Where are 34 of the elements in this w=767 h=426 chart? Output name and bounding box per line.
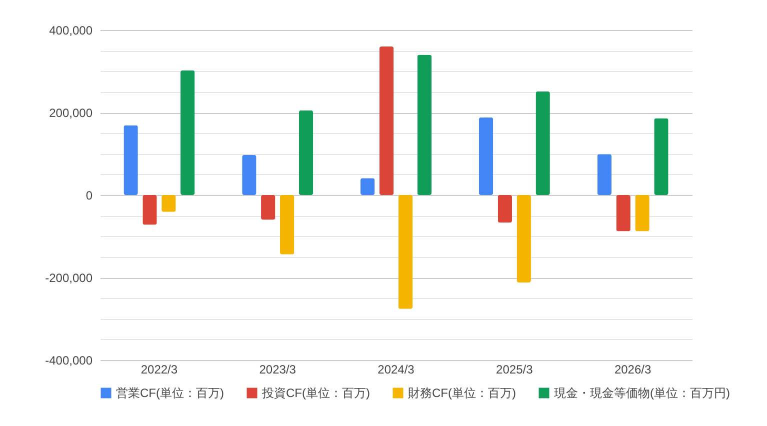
bar xyxy=(180,70,195,195)
bar xyxy=(261,195,276,220)
bar xyxy=(597,154,612,195)
bar xyxy=(242,154,256,195)
bar xyxy=(142,195,157,225)
y-tick-label: -400,000 xyxy=(45,354,93,368)
bar xyxy=(162,195,176,212)
x-tick-label: 2023/3 xyxy=(259,362,296,376)
legend-label: 財務CF(単位：百万) xyxy=(408,386,516,400)
legend-label: 現金・現金等価物(単位：百万円) xyxy=(554,386,730,400)
bar xyxy=(498,195,512,223)
bar xyxy=(417,54,432,195)
bar xyxy=(536,91,550,195)
y-tick-label: 0 xyxy=(86,188,93,202)
x-tick-label: 2025/3 xyxy=(496,362,534,376)
legend-label: 営業CF(単位：百万) xyxy=(116,386,224,400)
bar xyxy=(616,195,630,232)
legend-label: 投資CF(単位：百万) xyxy=(261,386,370,400)
y-tick-label: -200,000 xyxy=(45,271,93,285)
bar xyxy=(360,178,375,195)
bar xyxy=(635,195,650,232)
y-tick-label: 400,000 xyxy=(49,24,93,38)
x-tick-label: 2024/3 xyxy=(378,362,415,376)
bar xyxy=(379,46,394,195)
bar xyxy=(124,125,138,195)
y-tick-label: 200,000 xyxy=(49,106,93,120)
x-tick-label: 2026/3 xyxy=(614,362,652,376)
bar xyxy=(654,118,668,195)
bar xyxy=(516,195,531,282)
x-tick-label: 2022/3 xyxy=(140,362,178,376)
bar xyxy=(298,110,314,195)
bar xyxy=(478,117,494,195)
bar xyxy=(398,195,413,309)
bar xyxy=(280,195,294,254)
